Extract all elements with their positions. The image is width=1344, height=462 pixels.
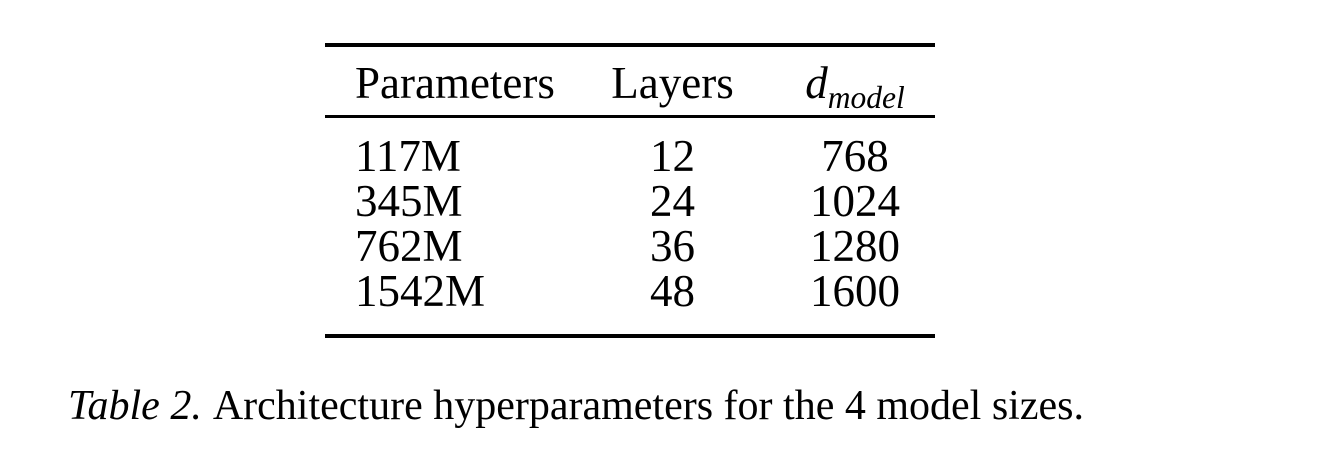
table-caption-text: Architecture hyperparameters for the 4 m… — [212, 383, 1084, 429]
table-row: 1542M 48 1600 — [325, 269, 935, 314]
table-mid-rule — [325, 115, 935, 118]
table-top-rule — [325, 43, 935, 47]
table-caption: Table 2. Architecture hyperparameters for… — [68, 382, 1084, 430]
cell-dmodel: 768 — [821, 131, 889, 181]
table-bottom-rule — [325, 334, 935, 338]
dmodel-subscript: model — [827, 80, 905, 115]
column-header-parameters: Parameters — [355, 58, 555, 108]
cell-layers: 12 — [650, 131, 695, 181]
cell-dmodel: 1600 — [810, 266, 900, 316]
table-caption-label: Table 2. — [68, 383, 202, 429]
cell-layers: 36 — [650, 221, 695, 271]
table-body: 117M 12 768 345M 24 1024 762M 36 1280 15… — [325, 118, 935, 334]
table-row: 762M 36 1280 — [325, 224, 935, 269]
cell-layers: 48 — [650, 266, 695, 316]
cell-dmodel: 1024 — [810, 176, 900, 226]
cell-layers: 24 — [650, 176, 695, 226]
column-header-dmodel: dmodel — [775, 57, 935, 113]
cell-parameters: 762M — [355, 221, 463, 271]
table-row: 345M 24 1024 — [325, 179, 935, 224]
cell-parameters: 1542M — [355, 266, 486, 316]
cell-parameters: 117M — [355, 131, 461, 181]
architecture-table: Parameters Layers dmodel 117M 12 768 345… — [325, 43, 935, 338]
table-header-row: Parameters Layers dmodel — [325, 47, 935, 115]
cell-dmodel: 1280 — [810, 221, 900, 271]
column-header-layers: Layers — [611, 58, 734, 108]
table-row: 117M 12 768 — [325, 134, 935, 179]
dmodel-symbol: d — [805, 58, 828, 108]
cell-parameters: 345M — [355, 176, 463, 226]
